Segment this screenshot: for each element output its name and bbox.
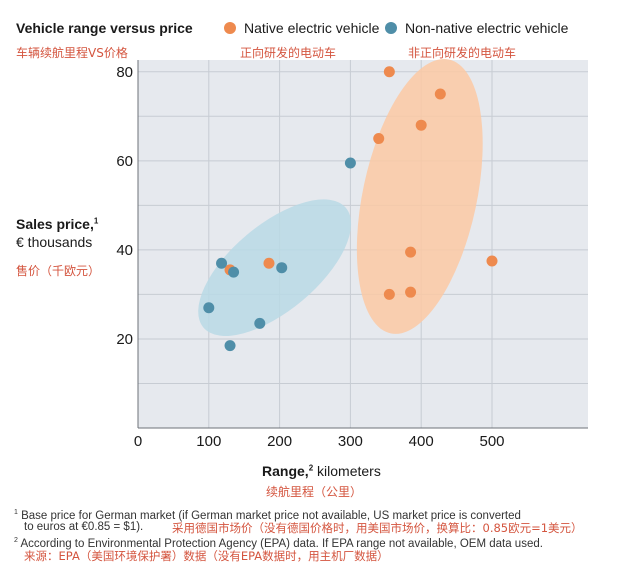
nonnative-point [344,157,356,169]
x-axis-label-unit: kilometers [313,463,381,479]
legend-nonnative-label-cn: 非正向研发的电动车 [408,46,517,60]
x-axis-label-sup: 2 [308,463,314,473]
legend-native-label: Native electric vehicle [244,20,380,36]
y-tick-label: 20 [116,331,133,348]
footnote-2-cn: 来源：EPA（美国环境保护署）数据（没有EPA数据时，用主机厂数据） [24,549,389,563]
native-cluster-ellipse [356,58,483,334]
chart-title-cn: 车辆续航里程VS价格 [16,46,128,60]
x-tick-label: 400 [409,433,434,450]
footnote-1-line2: to euros at €0.85 = $1). [24,521,144,533]
nonnative-point [254,317,266,329]
nonnative-point [228,266,240,278]
footnote-2-marker: 2 [14,537,18,544]
footnote-1-line1: Base price for German market (if German … [21,509,521,522]
x-tick-label: 500 [479,433,504,450]
x-tick-label: 200 [267,433,292,450]
legend-native-marker [224,22,236,34]
footnote-1: 1 Base price for German market (if Germa… [14,506,521,523]
x-tick-label: 0 [134,433,142,450]
native-point [373,133,385,145]
nonnative-point [224,340,236,352]
native-point [405,246,417,258]
legend-native-label-cn: 正向研发的电动车 [240,46,337,60]
y-axis-label-sup: 1 [93,216,99,225]
native-point [383,288,395,300]
y-axis-label-unit: € thousands [16,233,93,250]
native-point [263,257,275,269]
nonnative-cluster-ellipse [198,199,352,336]
native-point [415,119,427,131]
y-axis-label-cn: 售价（千欧元） [16,264,101,278]
legend-nonnative: Non-native electric vehicle [385,20,568,36]
x-axis-label-cn: 续航里程（公里） [266,485,363,499]
chart-title: Vehicle range versus price [16,20,193,36]
x-tick-label: 300 [338,433,363,450]
y-axis-label-title: Sales price, [16,215,94,232]
native-point [405,286,417,298]
y-tick-label: 80 [116,64,133,81]
y-tick-label: 60 [116,153,133,170]
y-axis-label: Sales price,1 € thousands [16,212,98,251]
footnote-2: 2 According to Environmental Protection … [14,534,543,551]
footnote-1-marker: 1 [14,509,18,516]
x-axis-label-title: Range, [262,463,309,479]
legend-nonnative-marker [385,22,397,34]
footnote-2-line1: According to Environmental Protection Ag… [20,537,543,550]
nonnative-point [276,262,288,274]
nonnative-point [216,257,228,269]
native-point [383,66,395,78]
x-axis-label: Range,2 kilometers [262,463,381,479]
legend-native: Native electric vehicle [224,20,379,36]
footnote-1-cn: 采用德国市场价（没有德国价格时，用美国市场价，换算比：0.85欧元=1美元） [172,521,583,535]
nonnative-point [203,302,215,314]
native-point [486,255,498,267]
native-point [434,88,446,100]
x-tick-label: 100 [196,433,221,450]
legend-nonnative-label: Non-native electric vehicle [405,20,569,36]
y-tick-label: 40 [116,242,133,259]
